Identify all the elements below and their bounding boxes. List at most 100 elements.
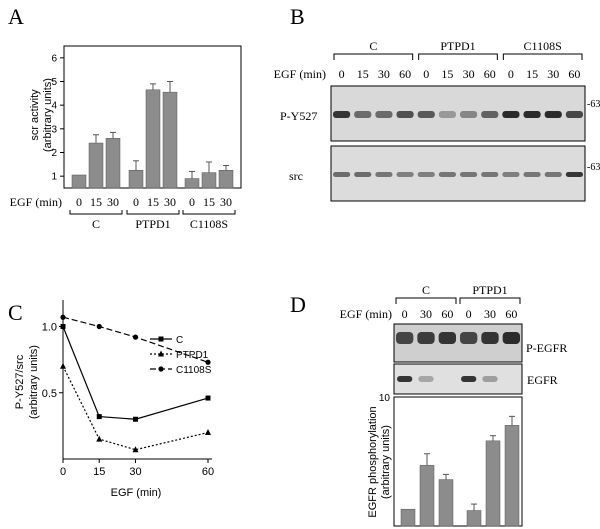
panel-c-xtick-label: 30 (129, 466, 141, 478)
blot-d-band-bottom (461, 376, 477, 382)
panel-d-ylabel-line2: (arbitrary units) (380, 425, 392, 499)
blot-b-band-top (333, 111, 351, 118)
panel-c-data-point (205, 359, 211, 365)
blot-b-band-bottom (438, 172, 456, 177)
panel-a-bar (145, 89, 161, 189)
blot-b-row-label-bottom: src (289, 169, 303, 183)
blot-d-row-label-bottom: EGFR (527, 373, 558, 387)
panel-letter-c: C (8, 300, 23, 325)
panel-c-legend-label: C (176, 335, 183, 346)
panel-c-data-point (60, 324, 66, 329)
blot-b-band-bottom (481, 172, 499, 177)
blot-b-band-bottom (523, 172, 541, 177)
panel-d-y-axis: 10 (379, 393, 391, 404)
panel-c-legend: C PTPD1 C1108S (150, 335, 212, 376)
blot-b-row-label-top: P-Y527 (280, 109, 317, 123)
panel-a-bars (71, 81, 234, 189)
blot-d-band-top (438, 332, 456, 344)
blot-d-row-label-top: P-EGFR (526, 341, 567, 355)
panel-a-ylabel-line2: (arbitrary units) (42, 78, 54, 152)
panel-b-group-labels: C PTPD1 C1108S (333, 39, 583, 60)
blot-b-band-top (544, 111, 562, 118)
panel-c-data-point (132, 334, 139, 340)
panel-a-bar (201, 172, 217, 189)
panel-a-bar (71, 174, 87, 189)
blot-d-top-panel (393, 323, 523, 363)
panel-d-lane-label: 60 (505, 307, 517, 321)
blot-b-band-top (438, 111, 456, 118)
panel-c-series-line (62, 365, 209, 451)
panel-c-series-line (62, 316, 209, 363)
panel-d-group-bracket (395, 297, 457, 304)
panel-c-series (60, 314, 211, 453)
panel-d-group-label: PTPD1 (472, 283, 507, 297)
panel-a-xtick-label: 15 (147, 195, 159, 209)
panel-a-xtick-label: 15 (90, 195, 102, 209)
blot-b-band-bottom (460, 172, 478, 177)
blot-d-band-top (481, 332, 499, 344)
panel-d-lane-label: 30 (484, 307, 496, 321)
panel-d-bar (504, 425, 520, 527)
panel-a-y-axis: 1 2 3 4 5 6 (51, 53, 64, 183)
panel-d-group-label: C (422, 283, 430, 297)
panel-d-bar (485, 440, 501, 527)
panel-a-xlabel: EGF (min) (10, 195, 62, 209)
panel-b-egf-label: EGF (min) (274, 67, 326, 81)
panel-b-lane-label: 0 (423, 67, 429, 81)
panel-d-ylabel-line1: EGFR phosphorylation (367, 406, 379, 517)
blot-b-bottom-panel (330, 145, 586, 202)
blot-d-band-top (417, 332, 435, 344)
panel-b-lane-label: 15 (441, 67, 453, 81)
panel-c-data-point (96, 323, 102, 330)
panel-b-group-bracket (333, 53, 414, 60)
panel-d-bars (400, 415, 520, 527)
panel-c-data-point (133, 416, 138, 422)
blot-b-band-top (417, 111, 435, 118)
panel-c-xtick-label: 0 (60, 466, 66, 478)
panel-c-ytick-label: 1.0 (42, 322, 57, 334)
panel-a-xtick-label: 0 (76, 195, 82, 209)
panel-c-data-point (132, 446, 139, 453)
panel-a-group-bracket (126, 210, 180, 215)
panel-c-ylabel-line2: (arbitrary units) (28, 345, 40, 419)
panel-a-ytick-label: 5 (51, 77, 57, 88)
panel-a-bar (88, 142, 104, 189)
panel-c-data-point (60, 314, 66, 320)
panel-d-lane-labels: 0 30 60 0 30 60 (402, 307, 518, 321)
panel-a-ytick-label: 3 (51, 124, 57, 135)
panel-d: D C PTPD1 EGF (min) 0 30 60 0 30 60 P-EGFR EGF… (290, 283, 567, 527)
panel-a-group-bracket (182, 210, 236, 215)
panel-d-bar (438, 479, 454, 527)
panel-c-xtick-label: 15 (93, 466, 105, 478)
panel-b: B C PTPD1 C1108S EGF (min) 0 15 30 60 0 15 30 60 0… (274, 4, 600, 202)
panel-c-legend-marker (158, 350, 164, 357)
panel-d-bar (419, 465, 435, 527)
panel-b-lane-label: 60 (399, 67, 411, 81)
panel-c-legend-label: C1108S (176, 365, 212, 376)
panel-a-xtick-label: 0 (189, 195, 195, 209)
blot-d-band-top (502, 332, 520, 344)
blot-d-bands (396, 332, 520, 382)
panel-b-lane-label: 60 (484, 67, 496, 81)
panel-a-ytick-label: 2 (51, 148, 57, 159)
blot-d-band-top (396, 332, 414, 344)
blot-d-band-bottom (397, 376, 413, 382)
blot-d-band-top (460, 332, 478, 344)
panel-d-lane-label: 60 (441, 307, 453, 321)
panel-a-bar (128, 170, 144, 189)
blot-b-band-bottom (417, 172, 435, 177)
panel-c-data-point (205, 429, 211, 435)
panel-letter-b: B (290, 4, 305, 29)
blot-b-band-bottom (354, 172, 372, 177)
panel-d-lane-label: 0 (402, 307, 408, 321)
panel-d-group-bracket (459, 297, 521, 304)
panel-a-bar (162, 91, 178, 189)
panel-d-egf-label: EGF (min) (340, 307, 392, 321)
panel-d-lane-label: 30 (420, 307, 432, 321)
blot-d-bottom-panel (393, 363, 523, 395)
blot-b-band-top (523, 111, 541, 118)
panel-b-group-label: PTPD1 (440, 39, 475, 53)
blot-d-band-bottom (418, 376, 434, 382)
panel-c-data-point (205, 395, 211, 401)
panel-b-lane-label: 15 (357, 67, 369, 81)
